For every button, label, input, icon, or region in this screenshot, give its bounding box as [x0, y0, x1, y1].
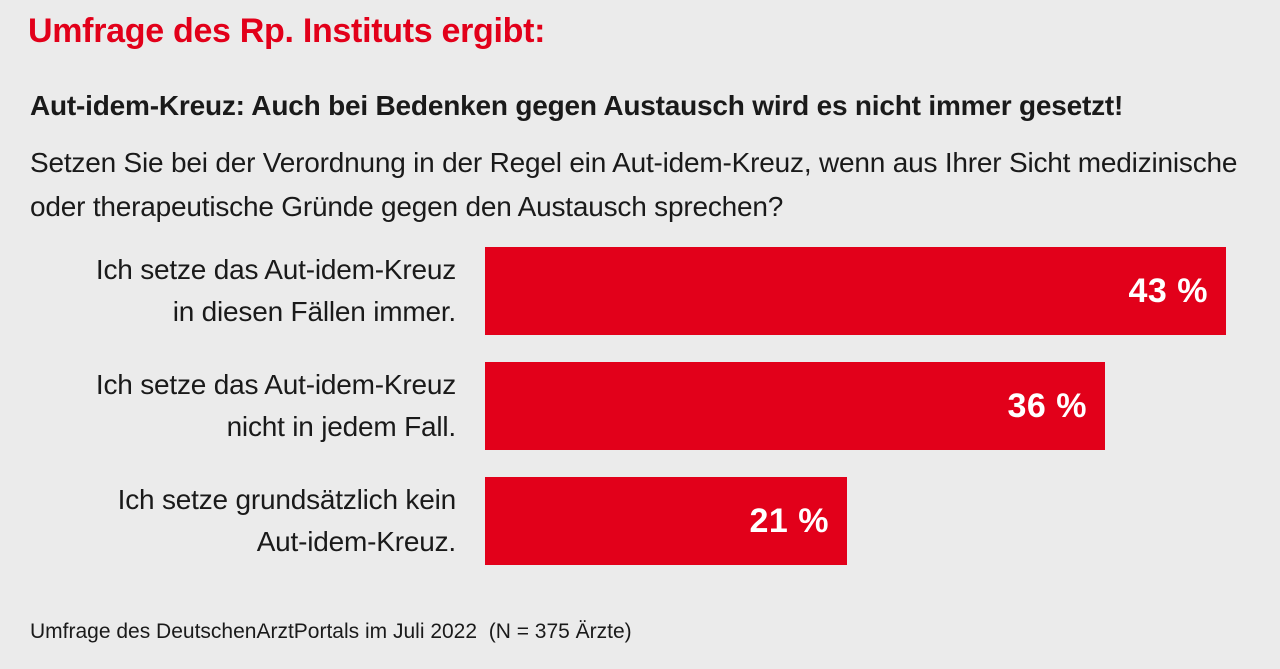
- bar-category-label-line: Aut-idem-Kreuz.: [256, 526, 456, 557]
- source-footnote: Umfrage des DeutschenArztPortals im Juli…: [30, 620, 632, 643]
- bar-category-label-line: Ich setze das Aut-idem-Kreuz: [95, 369, 456, 400]
- bar-category-label: Ich setze das Aut-idem-Kreuz nicht in jed…: [16, 364, 456, 448]
- question-title: Aut-idem-Kreuz: Auch bei Bedenken gegen …: [30, 90, 1124, 121]
- bar-value-label: 36 %: [1007, 387, 1087, 425]
- bar-category-label: Ich setze das Aut-idem-Kreuz in diesen Fä…: [16, 249, 456, 333]
- header-title: Umfrage des Rp. Instituts ergibt:: [28, 12, 546, 50]
- bar-category-label-line: in diesen Fällen immer.: [172, 296, 457, 327]
- bar-category-label-line: Ich setze das Aut-idem-Kreuz: [95, 254, 456, 285]
- bar: 36 %: [485, 362, 1105, 450]
- bar-category-label-line: Ich setze grundsätzlich kein: [117, 484, 457, 515]
- bar: 21 %: [485, 477, 847, 565]
- bar-category-label-line: nicht in jedem Fall.: [226, 411, 457, 442]
- bar: 43 %: [485, 247, 1226, 335]
- bar-value-label: 43 %: [1128, 272, 1208, 310]
- bar-category-label: Ich setze grundsätzlich kein Aut-idem-Kre…: [16, 479, 457, 563]
- bar-value-label: 21 %: [749, 502, 829, 540]
- question-text: Setzen Sie bei der Verordnung in der Reg…: [30, 147, 1238, 222]
